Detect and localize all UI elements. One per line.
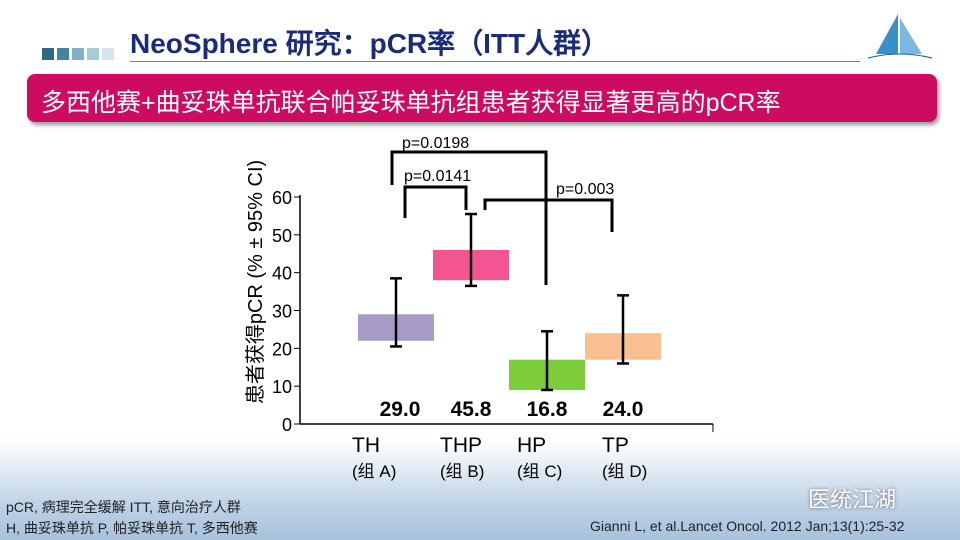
group-label: (组 D) [602, 462, 647, 481]
value-label: 45.8 [451, 398, 492, 421]
value-label: 16.8 [527, 398, 568, 421]
category-label: TH [352, 434, 380, 457]
category-label: THP [440, 434, 482, 457]
footnote-abbrev-2: H, 曲妥珠单抗 P, 帕妥珠单抗 T, 多西他赛 [6, 520, 258, 536]
title-divider [130, 61, 860, 62]
citation: Gianni L, et al.Lancet Oncol. 2012 Jan;1… [590, 518, 905, 534]
group-label: (组 A) [352, 462, 396, 481]
y-tick-label: 10 [272, 377, 292, 397]
key-finding-banner: 多西他赛+曲妥珠单抗联合帕妥珠单抗组患者获得显著更高的pCR率 [27, 74, 937, 122]
p-label-thp-tp: p=0.003 [556, 181, 614, 198]
wave-background [0, 440, 960, 540]
decor-squares [42, 48, 114, 60]
footnote-abbrev-1: pCR, 病理完全缓解 ITT, 意向治疗人群 [6, 499, 241, 515]
y-tick-label: 30 [272, 302, 292, 322]
bracket-th-thp [403, 185, 468, 218]
value-label: 24.0 [603, 398, 644, 421]
y-tick-label: 40 [272, 264, 292, 284]
y-tick-label: 60 [272, 188, 292, 208]
banner-text: 多西他赛+曲妥珠单抗联合帕妥珠单抗组患者获得显著更高的pCR率 [41, 89, 781, 117]
watermark: 医统江湖 [808, 487, 897, 512]
group-label: (组 B) [440, 462, 484, 481]
y-tick-label: 20 [272, 339, 292, 359]
y-tick-label: 50 [272, 226, 292, 246]
y-axis-label: 患者获得pCR (% ± 95% CI) [244, 160, 267, 404]
value-label: 29.0 [380, 398, 421, 421]
bracket-thp-tp [483, 198, 614, 232]
p-label-th-thp: p=0.0141 [404, 168, 471, 185]
logo-icon [867, 14, 933, 59]
group-label: (组 C) [517, 462, 562, 481]
p-label-th-hp: p=0.0198 [402, 135, 469, 152]
page-title: NeoSphere 研究：pCR率（ITT人群） [130, 28, 610, 59]
category-label: HP [517, 434, 546, 457]
bracket-th-hp [390, 150, 548, 285]
y-tick-label: 0 [282, 415, 292, 435]
category-label: TP [602, 434, 629, 457]
significance-brackets [390, 150, 614, 285]
